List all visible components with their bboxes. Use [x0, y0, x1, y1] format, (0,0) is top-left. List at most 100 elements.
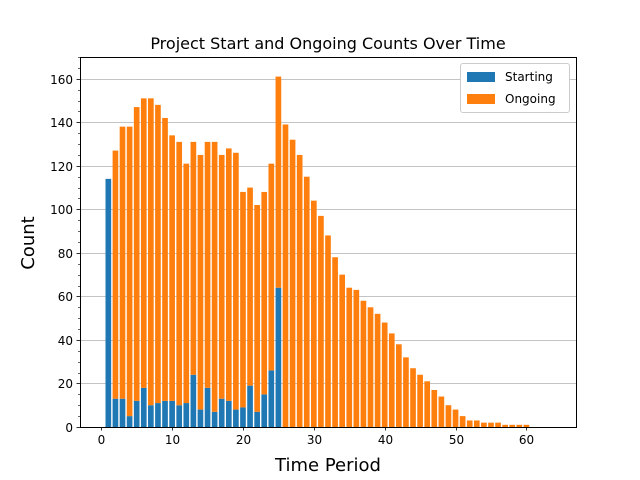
bar-ongoing — [254, 205, 260, 412]
bar-ongoing — [176, 141, 183, 406]
legend-swatch-ongoing — [467, 94, 495, 104]
bar-ongoing — [133, 107, 140, 401]
bar-ongoing — [332, 257, 338, 427]
bar-ongoing — [155, 104, 161, 404]
x-tick-label: 20 — [236, 433, 251, 447]
bar-ongoing — [318, 215, 324, 427]
y-tick-label: 120 — [50, 160, 73, 174]
bar-ongoing — [346, 287, 353, 427]
bar-ongoing — [374, 313, 381, 427]
bar-ongoing — [218, 154, 225, 399]
bar-ongoing — [495, 422, 501, 427]
bar-ongoing — [481, 422, 487, 427]
bar-starting — [176, 405, 183, 427]
bar-ongoing — [233, 152, 239, 410]
legend-item-ongoing: Ongoing — [467, 92, 556, 106]
y-tick-label: 100 — [50, 203, 73, 217]
x-tick-label: 30 — [307, 433, 322, 447]
bar-starting — [169, 400, 175, 427]
bar-ongoing — [169, 135, 175, 401]
y-axis-ticks: 0 20 40 60 80 100 120 140 160 — [50, 57, 80, 435]
x-tick-label: 50 — [449, 433, 464, 447]
bar-ongoing — [452, 409, 459, 427]
bar-ongoing — [197, 154, 204, 410]
bar-ongoing — [396, 344, 402, 427]
bar-starting — [148, 405, 154, 427]
bar-ongoing — [247, 187, 253, 386]
bar-ongoing — [268, 163, 275, 371]
plot-frame — [80, 57, 577, 428]
y-tick-label: 20 — [58, 377, 73, 391]
legend-label-ongoing: Ongoing — [505, 92, 556, 106]
bar-ongoing — [353, 289, 360, 427]
bar-starting — [233, 409, 239, 427]
bar-ongoing — [388, 333, 395, 427]
bar-ongoing — [296, 154, 303, 428]
bar-ongoing — [225, 148, 232, 401]
legend-item-starting: Starting — [467, 70, 553, 84]
bar-ongoing — [417, 374, 423, 427]
bar-starting — [126, 416, 133, 427]
bar-ongoing — [240, 191, 246, 408]
bar-ongoing — [112, 150, 119, 399]
bar-starting — [211, 411, 218, 427]
bar-ongoing — [204, 141, 211, 388]
bar-ongoing — [367, 307, 374, 427]
bar-starting — [240, 407, 246, 427]
bar-ongoing — [466, 420, 473, 427]
chart-title: Project Start and Ongoing Counts Over Ti… — [150, 34, 505, 53]
bar-ongoing — [275, 76, 282, 288]
bar-ongoing — [381, 322, 388, 427]
bar-ongoing — [126, 126, 133, 417]
bar-starting — [225, 400, 232, 427]
bar-starting — [133, 400, 140, 427]
bar-starting — [218, 398, 225, 427]
bar-ongoing — [140, 98, 147, 388]
bar-ongoing — [410, 368, 416, 427]
bar-starting — [247, 385, 253, 427]
x-axis-ticks: 0 10 20 30 40 50 60 — [98, 427, 534, 447]
bar-ongoing — [162, 117, 168, 401]
bar-starting — [275, 287, 282, 427]
bar-ongoing — [289, 139, 296, 428]
y-tick-label: 140 — [50, 116, 73, 130]
bar-ongoing — [325, 235, 331, 427]
bar-starting — [119, 398, 126, 427]
bar-starting — [155, 403, 161, 427]
bar-ongoing — [438, 396, 445, 427]
x-tick-label: 0 — [98, 433, 106, 447]
bar-starting — [204, 387, 211, 427]
bar-ongoing — [190, 141, 197, 375]
bar-ongoing — [261, 191, 268, 395]
x-tick-label: 10 — [165, 433, 180, 447]
bar-ongoing — [516, 424, 523, 427]
bar-ongoing — [523, 424, 530, 427]
bar-starting — [162, 400, 168, 427]
y-axis-label: Count — [18, 216, 39, 269]
bar-starting — [268, 370, 275, 427]
bar-ongoing — [431, 390, 438, 427]
bar-ongoing — [488, 422, 494, 427]
bar-starting — [261, 394, 268, 427]
bar-starting — [105, 178, 112, 427]
x-tick-label: 40 — [378, 433, 393, 447]
bar-starting — [112, 398, 119, 427]
bar-ongoing — [424, 381, 431, 427]
bars — [105, 76, 530, 428]
legend-swatch-starting — [467, 72, 495, 82]
y-tick-label: 0 — [65, 421, 73, 435]
x-axis-label: Time Period — [274, 455, 381, 476]
y-tick-label: 80 — [58, 247, 73, 261]
legend: Starting Ongoing — [460, 63, 570, 113]
bar-ongoing — [148, 98, 154, 406]
bar-starting — [254, 411, 260, 427]
bar-ongoing — [473, 420, 480, 427]
y-tick-label: 40 — [58, 334, 73, 348]
legend-label-starting: Starting — [505, 70, 553, 84]
y-tick-label: 160 — [50, 73, 73, 87]
bar-ongoing — [303, 176, 310, 427]
bar-starting — [183, 403, 190, 427]
bar-ongoing — [211, 141, 218, 412]
bar-ongoing — [502, 424, 508, 427]
